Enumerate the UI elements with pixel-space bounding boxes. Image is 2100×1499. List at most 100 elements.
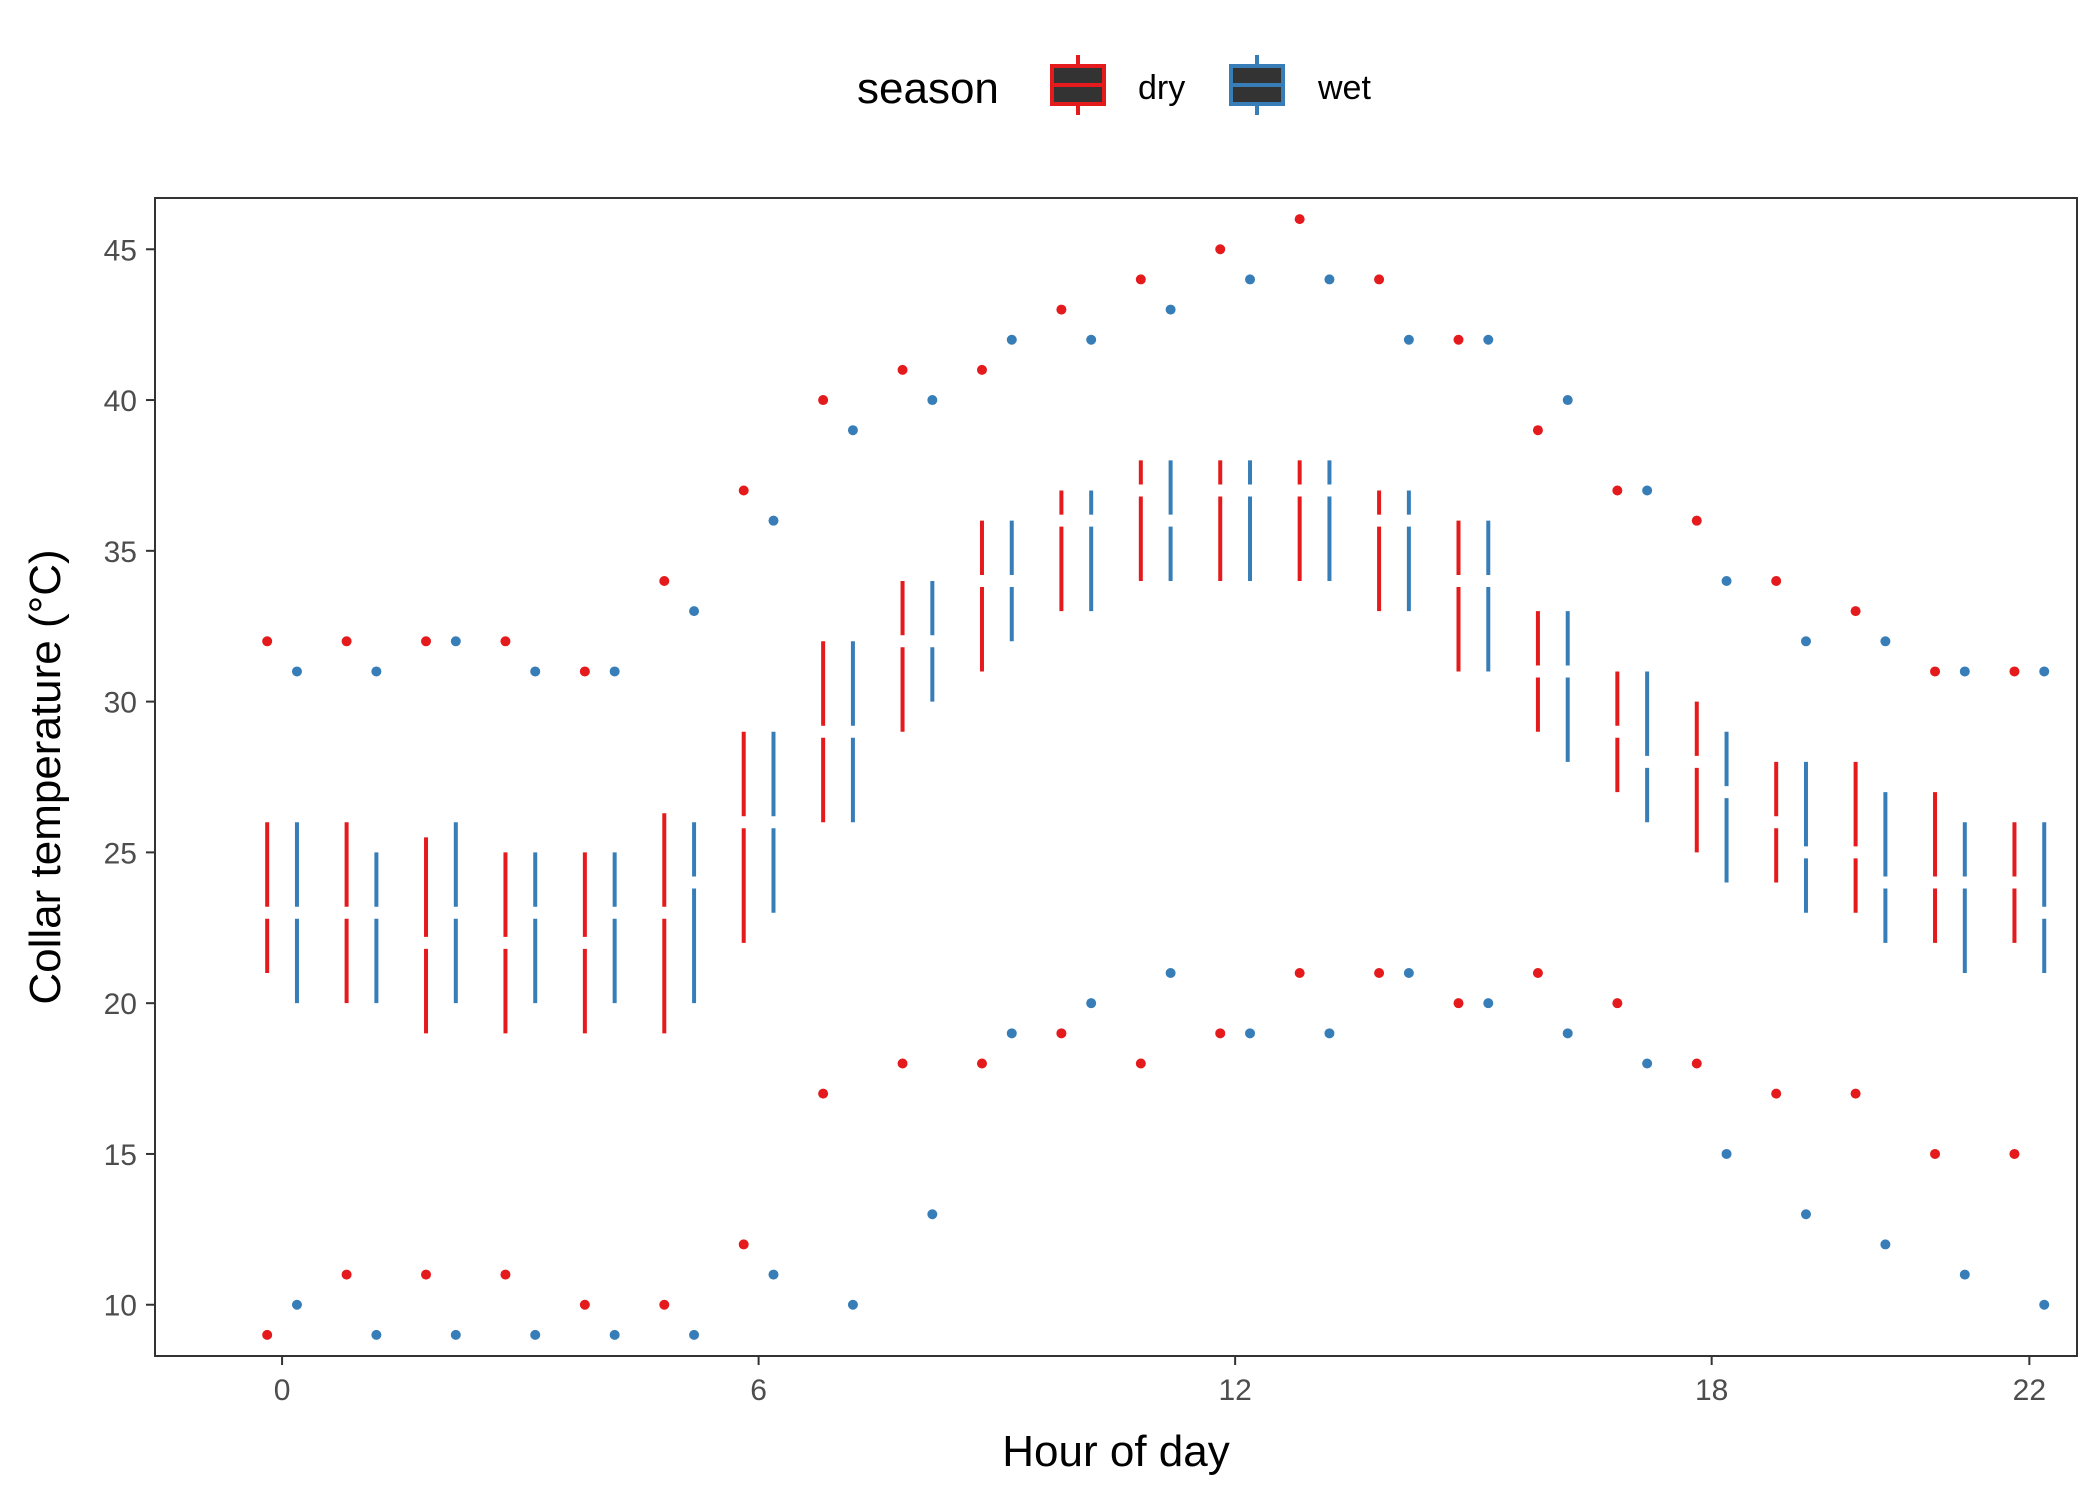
- box-wet-hour-1: [371, 666, 382, 1340]
- box-dry-hour-10: [1056, 304, 1067, 1039]
- box-wet-hour-17: [1642, 485, 1653, 1069]
- box-wet-hour-10: [1086, 334, 1097, 1009]
- box-dry-hour-0: [262, 636, 273, 1340]
- legend-label-dry: dry: [1138, 69, 1185, 107]
- outlier-point: [1642, 485, 1653, 496]
- box-dry-hour-14: [1374, 274, 1385, 979]
- outlier-point: [1215, 244, 1226, 255]
- legend-label-wet: wet: [1317, 69, 1371, 107]
- outlier-point: [1483, 998, 1494, 1009]
- outlier-point: [1294, 968, 1305, 979]
- x-tick-label: 18: [1695, 1374, 1728, 1407]
- outlier-point: [1532, 968, 1543, 979]
- box-dry-hour-1: [341, 636, 352, 1280]
- plot-panel: [154, 197, 2078, 1357]
- box-wet-hour-3: [530, 666, 541, 1340]
- box-dry-hour-8: [897, 364, 908, 1069]
- outlier-point: [1165, 304, 1176, 315]
- box-wet-hour-22: [2039, 666, 2050, 1310]
- box-dry-hour-18: [1691, 515, 1702, 1069]
- outlier-point: [530, 1329, 541, 1340]
- box-dry-hour-17: [1612, 485, 1623, 1009]
- outlier-point: [609, 666, 620, 677]
- box-wet-hour-19: [1800, 636, 1811, 1220]
- outlier-point: [2009, 1148, 2020, 1159]
- box-dry-hour-7: [818, 395, 829, 1099]
- box-dry-hour-11: [1135, 274, 1146, 1069]
- box-dry-hour-22: [2009, 666, 2020, 1159]
- box-dry-hour-15: [1453, 334, 1464, 1009]
- outlier-point: [659, 1299, 670, 1310]
- x-axis-title: Hour of day: [1002, 1427, 1229, 1476]
- box-wet-hour-9: [1006, 334, 1017, 1039]
- outlier-point: [1245, 274, 1256, 285]
- outlier-point: [1612, 998, 1623, 1009]
- box-dry-hour-6: [738, 485, 749, 1250]
- box-wet-hour-15: [1483, 334, 1494, 1009]
- outlier-point: [1800, 1209, 1811, 1220]
- outlier-point: [1374, 274, 1385, 285]
- outlier-point: [897, 1058, 908, 1069]
- box-wet-hour-20: [1880, 636, 1891, 1250]
- box-dry-hour-9: [976, 364, 987, 1069]
- outlier-point: [1453, 998, 1464, 1009]
- x-tick-label: 12: [1218, 1374, 1251, 1407]
- outlier-point: [421, 1269, 432, 1280]
- outlier-point: [1135, 1058, 1146, 1069]
- outlier-point: [1959, 1269, 1970, 1280]
- outlier-point: [1006, 1028, 1017, 1039]
- outlier-point: [1850, 606, 1861, 617]
- y-tick-label: 10: [104, 1290, 137, 1323]
- outlier-point: [1006, 334, 1017, 345]
- outlier-point: [1374, 968, 1385, 979]
- box-dry-hour-13: [1294, 214, 1305, 979]
- outlier-point: [1850, 1088, 1861, 1099]
- legend-title: season: [857, 64, 999, 113]
- y-tick-label: 30: [104, 687, 137, 720]
- outlier-point: [1086, 334, 1097, 345]
- x-tick-label: 6: [750, 1374, 767, 1407]
- outlier-point: [738, 485, 749, 496]
- outlier-point: [2009, 666, 2020, 677]
- outlier-point: [609, 1329, 620, 1340]
- outlier-point: [1930, 1148, 1941, 1159]
- y-tick-label: 25: [104, 837, 137, 870]
- outlier-point: [371, 1329, 382, 1340]
- outlier-point: [1562, 1028, 1573, 1039]
- outlier-point: [1324, 274, 1335, 285]
- outlier-point: [976, 1058, 987, 1069]
- outlier-point: [262, 1329, 273, 1340]
- x-axis: 0 6 12 18 22: [274, 1356, 2046, 1407]
- outlier-point: [768, 1269, 779, 1280]
- box-wet-hour-6: [768, 515, 779, 1280]
- box-wet-hour-7: [847, 425, 858, 1310]
- outlier-point: [579, 666, 590, 677]
- box-wet-hour-8: [927, 395, 938, 1220]
- outlier-point: [2039, 1299, 2050, 1310]
- outlier-point: [1294, 214, 1305, 225]
- y-tick-label: 45: [104, 234, 137, 267]
- outlier-point: [1245, 1028, 1256, 1039]
- outlier-point: [847, 1299, 858, 1310]
- outlier-point: [847, 425, 858, 436]
- outlier-point: [1959, 666, 1970, 677]
- data-marks: [262, 214, 2050, 1340]
- box-dry-hour-12: [1215, 244, 1226, 1039]
- legend-key-dry: [1050, 55, 1106, 115]
- box-wet-hour-4: [609, 666, 620, 1340]
- outlier-point: [421, 636, 432, 647]
- outlier-point: [1612, 485, 1623, 496]
- outlier-point: [1562, 395, 1573, 406]
- outlier-point: [530, 666, 541, 677]
- outlier-point: [291, 666, 302, 677]
- y-tick-label: 15: [104, 1139, 137, 1172]
- x-tick-label: 22: [2013, 1374, 2046, 1407]
- box-dry-hour-19: [1771, 575, 1782, 1099]
- outlier-point: [818, 1088, 829, 1099]
- box-wet-hour-18: [1721, 575, 1732, 1159]
- outlier-point: [897, 364, 908, 375]
- box-wet-hour-16: [1562, 395, 1573, 1039]
- box-dry-hour-5: [659, 575, 670, 1310]
- outlier-point: [1056, 304, 1067, 315]
